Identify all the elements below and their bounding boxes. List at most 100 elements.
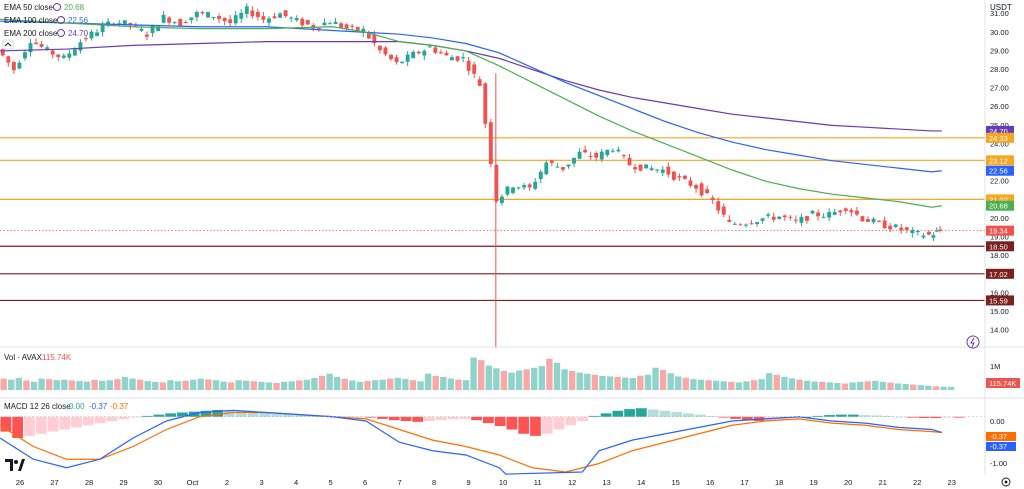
macd-axis-neg1: -1.00 bbox=[990, 459, 1007, 468]
settings-icon[interactable] bbox=[57, 16, 65, 24]
volume-bar bbox=[76, 381, 83, 390]
indicator-lines bbox=[0, 18, 985, 475]
volume-bar bbox=[212, 380, 220, 390]
volume-bar bbox=[485, 365, 492, 390]
macd-histogram-bar bbox=[506, 416, 518, 430]
candle-body bbox=[805, 216, 809, 221]
macd-histogram-bar bbox=[259, 412, 271, 417]
macd-histogram-bar bbox=[12, 416, 24, 438]
volume-bar bbox=[432, 375, 439, 390]
candle-body bbox=[156, 26, 161, 32]
legend-macd-v2: -0.37 bbox=[89, 402, 108, 411]
candle-body bbox=[45, 47, 50, 50]
macd-histogram-bar bbox=[859, 415, 871, 417]
volume-bar bbox=[205, 379, 212, 390]
candle-body bbox=[827, 212, 832, 218]
volume-bar bbox=[591, 374, 599, 390]
candle-body bbox=[793, 219, 798, 221]
price-label-text: 24.70 bbox=[989, 127, 1008, 136]
macd-histogram-bar bbox=[588, 415, 600, 417]
volume-bar bbox=[273, 382, 280, 390]
time-tick: 8 bbox=[432, 478, 436, 487]
macd-histogram-bar bbox=[824, 415, 836, 417]
price-label-text: 19.34 bbox=[989, 227, 1008, 236]
volume-bar bbox=[493, 368, 500, 390]
time-tick: 27 bbox=[50, 478, 58, 487]
collapse-legend-button[interactable] bbox=[2, 39, 14, 50]
candle-body bbox=[200, 12, 205, 14]
volume-bar bbox=[932, 386, 940, 390]
volume-bars bbox=[0, 357, 955, 390]
volume-bar bbox=[296, 380, 303, 390]
legend-volume[interactable]: Vol · AVAX 115.74K bbox=[4, 353, 72, 362]
macd-line bbox=[0, 409, 942, 475]
candle-body bbox=[400, 61, 405, 64]
legend-macd[interactable]: MACD 12 26 close 0.00 -0.37 -0.37 bbox=[4, 402, 129, 411]
price-label-badge bbox=[986, 200, 1014, 211]
volume-bar bbox=[424, 373, 432, 390]
volume-bar bbox=[712, 380, 720, 390]
time-tick: 22 bbox=[913, 478, 921, 487]
time-tick: 29 bbox=[119, 478, 127, 487]
volume-bar bbox=[440, 376, 447, 390]
time-tick: 18 bbox=[775, 478, 783, 487]
volume-bar bbox=[30, 381, 38, 390]
volume-bar bbox=[637, 375, 644, 390]
candle-body bbox=[278, 13, 283, 18]
volume-bar bbox=[606, 376, 614, 390]
candle-body bbox=[78, 42, 83, 51]
legend-ema200-value: 24.70 bbox=[68, 29, 89, 38]
macd-histogram-bar bbox=[635, 408, 647, 417]
time-tick: 16 bbox=[706, 478, 714, 487]
legend-ema200-label: EMA 200 close bbox=[4, 29, 58, 38]
macd-histogram-bar bbox=[624, 409, 635, 417]
lightning-icon[interactable] bbox=[966, 335, 980, 349]
volume-bar bbox=[243, 380, 250, 390]
legend-ema200[interactable]: EMA 200 close 24.70 bbox=[4, 29, 89, 38]
candle-body bbox=[233, 15, 238, 24]
price-label-text: 21.02 bbox=[989, 195, 1008, 204]
volume-bar bbox=[61, 379, 68, 390]
gear-icon[interactable] bbox=[1001, 477, 1011, 487]
time-tick: 13 bbox=[602, 478, 610, 487]
candle-body bbox=[222, 17, 227, 22]
volume-bar bbox=[773, 374, 780, 390]
settings-icon[interactable] bbox=[53, 3, 61, 11]
macd-histogram-bar bbox=[365, 416, 377, 418]
time-tick: 15 bbox=[671, 478, 679, 487]
volume-bar bbox=[114, 379, 121, 390]
candle-body bbox=[488, 122, 493, 164]
settings-icon[interactable] bbox=[57, 29, 65, 37]
ema100-line bbox=[0, 20, 942, 173]
volume-bar bbox=[826, 382, 834, 390]
legend-ema50[interactable]: EMA 50 close 20.68 bbox=[4, 3, 85, 12]
volume-bar bbox=[15, 377, 23, 390]
candle-body bbox=[455, 56, 460, 61]
time-tick: 30 bbox=[154, 478, 162, 487]
candle-body bbox=[633, 167, 637, 170]
candle-body bbox=[228, 19, 233, 24]
legend-macd-v1: 0.00 bbox=[69, 402, 85, 411]
candle-body bbox=[23, 52, 27, 59]
candle-body bbox=[871, 218, 876, 223]
candle-body bbox=[100, 25, 105, 33]
candle-body bbox=[727, 219, 732, 222]
candle-body bbox=[777, 216, 782, 220]
time-tick: 20 bbox=[844, 478, 852, 487]
time-tick: 21 bbox=[879, 478, 887, 487]
candle-body bbox=[167, 17, 172, 23]
time-tick: 2 bbox=[225, 478, 229, 487]
time-tick: 26 bbox=[16, 478, 24, 487]
ema200-line bbox=[0, 41, 942, 132]
legend-ema100[interactable]: EMA 100 close 22.56 bbox=[4, 16, 89, 25]
candle-body bbox=[283, 10, 288, 17]
candle-body bbox=[289, 17, 294, 19]
candle-body bbox=[694, 185, 698, 189]
price-tick: 27.00 bbox=[990, 84, 1009, 93]
price-label-text: 23.12 bbox=[989, 156, 1008, 165]
volume-bar bbox=[811, 381, 818, 390]
candle-body bbox=[450, 57, 454, 61]
price-label-badge bbox=[986, 295, 1014, 306]
candle-body bbox=[34, 42, 38, 44]
